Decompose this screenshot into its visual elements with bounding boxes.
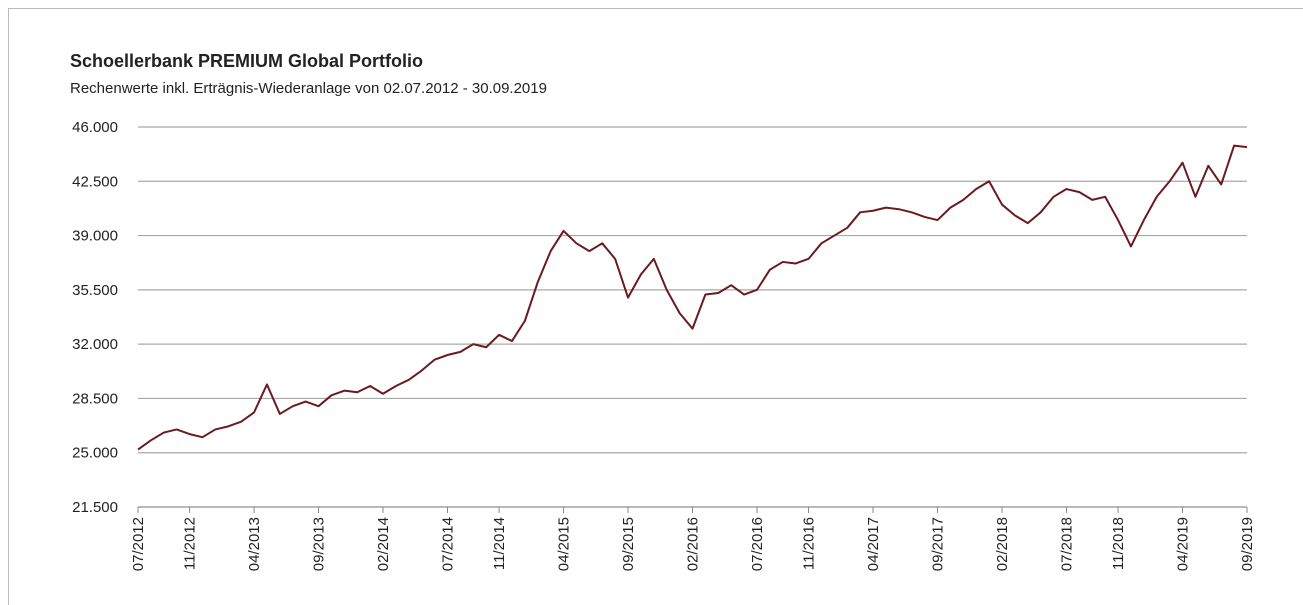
y-tick-label: 42.500 bbox=[72, 173, 118, 190]
x-tick-label: 09/2013 bbox=[311, 517, 328, 571]
x-tick-label: 04/2013 bbox=[246, 517, 263, 571]
y-tick-label: 39.000 bbox=[72, 228, 118, 245]
y-tick-label: 25.000 bbox=[72, 445, 118, 462]
x-tick-label: 02/2016 bbox=[685, 517, 702, 571]
x-tick-label: 07/2016 bbox=[749, 517, 766, 571]
x-tick-label: 11/2012 bbox=[182, 517, 199, 570]
y-tick-label: 21.500 bbox=[72, 499, 118, 516]
frame bbox=[8, 8, 1303, 605]
x-tick-label: 02/2018 bbox=[994, 517, 1011, 571]
x-tick-label: 07/2014 bbox=[439, 517, 456, 571]
x-tick-label: 09/2019 bbox=[1239, 517, 1256, 571]
y-tick-label: 35.500 bbox=[72, 282, 118, 299]
x-tick-label: 11/2014 bbox=[491, 517, 508, 570]
chart-subtitle: Rechenwerte inkl. Erträgnis-Wiederanlage… bbox=[70, 80, 547, 97]
y-tick-label: 28.500 bbox=[72, 390, 118, 407]
x-tick-label: 04/2015 bbox=[556, 517, 573, 571]
x-tick-label: 09/2015 bbox=[620, 517, 637, 571]
data-line bbox=[137, 144, 1248, 451]
x-tick-label: 07/2012 bbox=[130, 517, 147, 571]
x-tick-label: 11/2018 bbox=[1110, 517, 1127, 570]
x-tick-label: 04/2019 bbox=[1175, 517, 1192, 571]
x-tick-label: 09/2017 bbox=[930, 517, 947, 571]
x-tick-label: 02/2014 bbox=[375, 517, 392, 571]
x-tick-label: 07/2018 bbox=[1058, 517, 1075, 571]
chart-title: Schoellerbank PREMIUM Global Portfolio bbox=[70, 51, 423, 71]
y-tick-label: 32.000 bbox=[72, 336, 118, 353]
y-tick-label: 46.000 bbox=[72, 119, 118, 136]
x-tick-label: 11/2016 bbox=[801, 517, 818, 570]
x-tick-label: 04/2017 bbox=[865, 517, 882, 571]
